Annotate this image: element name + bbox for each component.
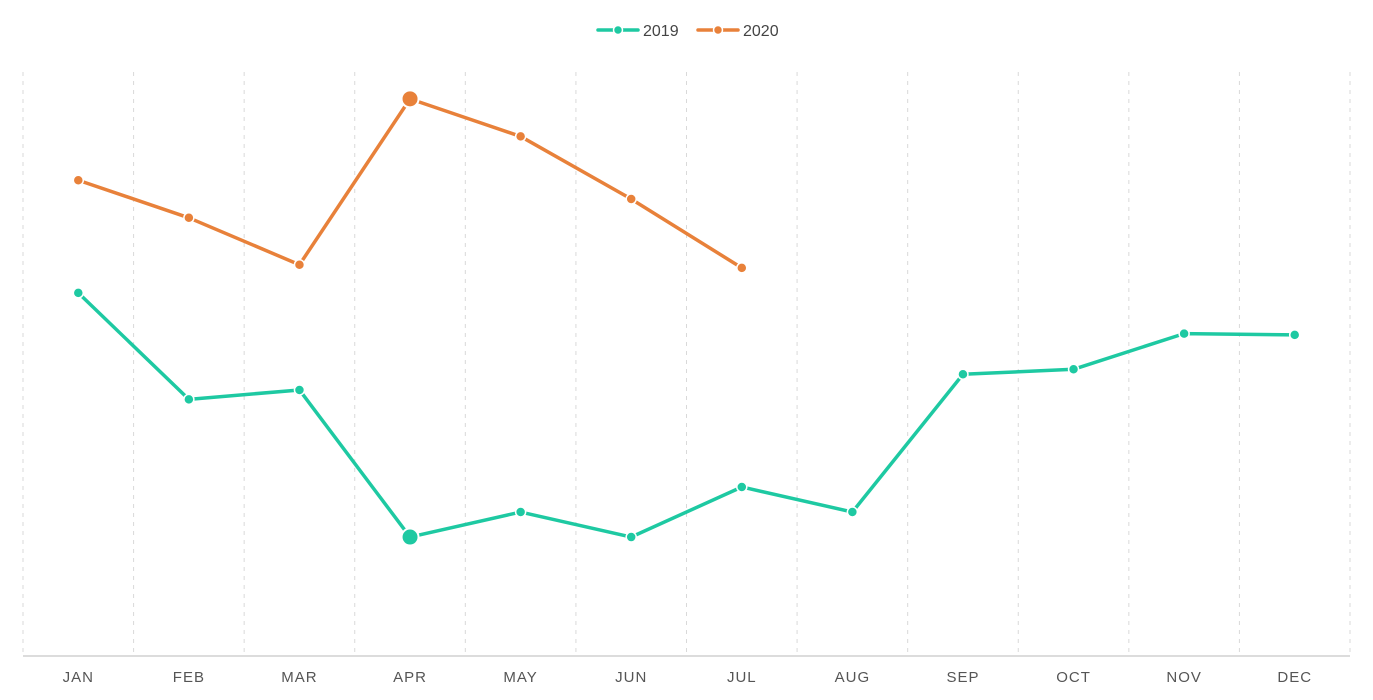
- data-point[interactable]: [514, 130, 527, 143]
- x-tick-label: JUL: [727, 669, 757, 686]
- x-tick-label: MAR: [281, 669, 317, 686]
- data-point[interactable]: [625, 531, 637, 543]
- legend: 2019 2020: [596, 23, 779, 40]
- x-tick-label: APR: [393, 669, 427, 686]
- x-tick-label: JUN: [615, 669, 647, 686]
- series-2019: [72, 287, 1301, 547]
- legend-label: 2020: [743, 23, 779, 40]
- x-tick-label: NOV: [1166, 669, 1202, 686]
- series-2020: [72, 89, 748, 274]
- data-point[interactable]: [183, 212, 195, 224]
- x-tick-label: JAN: [63, 669, 94, 686]
- data-point[interactable]: [625, 193, 637, 205]
- x-tick-label: FEB: [173, 669, 205, 686]
- series-group: [72, 89, 1301, 547]
- data-point[interactable]: [183, 393, 195, 406]
- legend-item-2019[interactable]: 2019: [596, 23, 679, 40]
- data-point[interactable]: [736, 481, 748, 493]
- data-point[interactable]: [400, 527, 420, 547]
- x-axis: JAN FEB MAR APR MAY JUN JUL AUG SEP OCT NOV DEC: [23, 655, 1350, 686]
- legend-marker-icon: [612, 24, 624, 36]
- x-tick-label: AUG: [835, 669, 871, 686]
- data-point[interactable]: [1178, 327, 1190, 340]
- data-point[interactable]: [72, 287, 85, 299]
- grid: [22, 72, 1351, 656]
- data-point[interactable]: [72, 174, 85, 186]
- data-point[interactable]: [293, 384, 306, 396]
- x-tick-label: DEC: [1277, 669, 1312, 686]
- x-tick-label: OCT: [1056, 669, 1091, 686]
- legend-marker-icon: [712, 24, 724, 36]
- legend-item-2020[interactable]: 2020: [696, 23, 779, 40]
- x-tick-label: SEP: [946, 669, 979, 686]
- data-point[interactable]: [957, 368, 969, 381]
- series-line: [76, 291, 1297, 539]
- data-point[interactable]: [1067, 363, 1080, 376]
- data-point[interactable]: [514, 506, 527, 518]
- data-point[interactable]: [846, 506, 859, 518]
- data-point[interactable]: [736, 262, 748, 274]
- data-point[interactable]: [400, 89, 420, 109]
- legend-label: 2019: [643, 23, 679, 40]
- x-tick-label: MAY: [503, 669, 537, 686]
- data-point[interactable]: [1288, 329, 1301, 341]
- series-line: [76, 97, 744, 270]
- data-point[interactable]: [293, 259, 306, 271]
